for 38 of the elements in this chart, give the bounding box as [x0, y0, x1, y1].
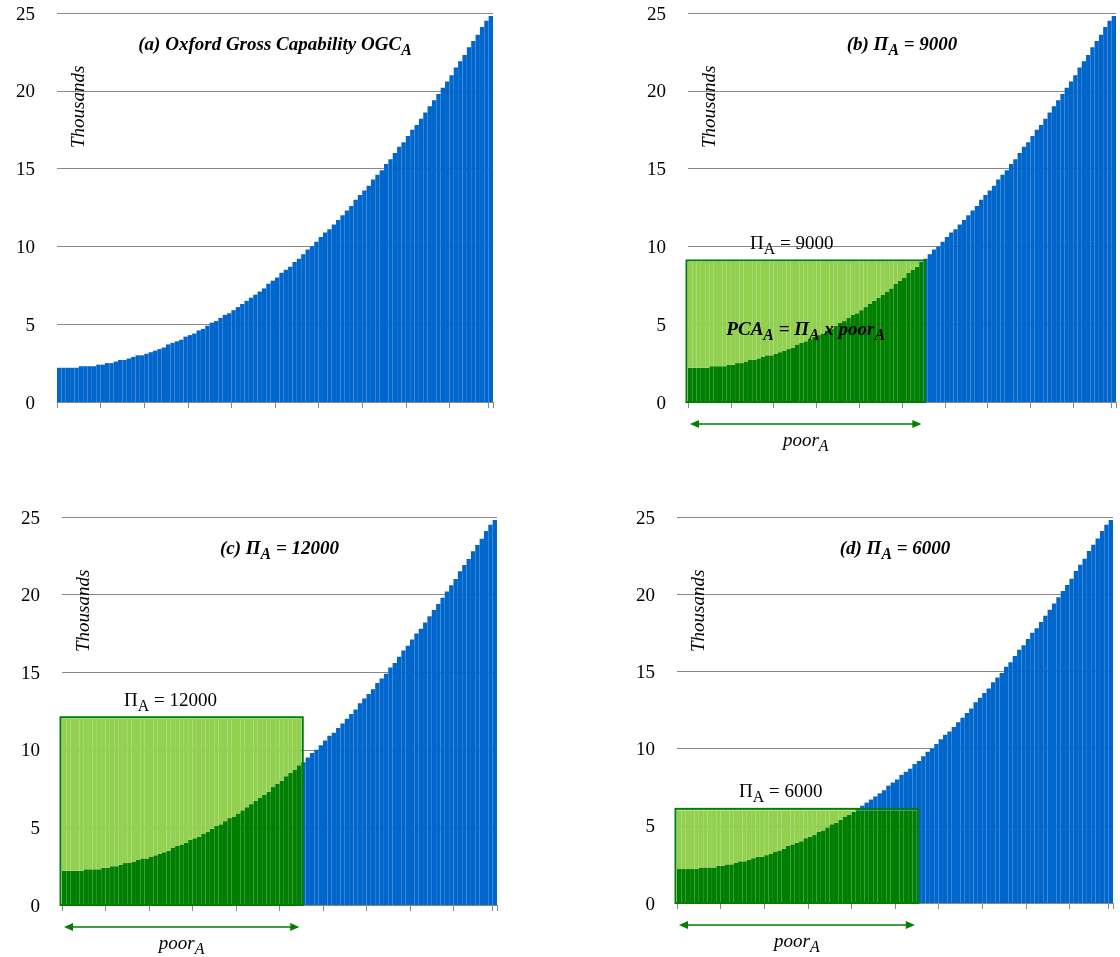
y-tick-label: 10 [636, 738, 655, 760]
y-axis-title: Thousands [67, 65, 89, 148]
y-tick-label: 5 [25, 313, 35, 335]
y-tick-label: 5 [645, 815, 655, 837]
y-tick-label: 25 [16, 2, 35, 24]
y-tick-label: 10 [647, 235, 666, 257]
y-tick-label: 15 [21, 661, 40, 683]
y-axis-title: Thousands [698, 65, 720, 148]
y-tick-label: 25 [636, 506, 655, 528]
text: (d) Π$_{A}$ = 6000 [839, 537, 951, 563]
y-tick-label: 20 [21, 584, 40, 606]
y-tick-label: 15 [16, 158, 35, 180]
text: (c) Π$_{A}$ = 12000 [219, 537, 340, 563]
y-tick-label: 10 [21, 739, 40, 761]
annotation: Π$_{A}$ = 12000 [124, 688, 217, 715]
y-tick-label: 5 [30, 816, 40, 838]
text: (b) Π$_{A}$ = 9000 [846, 33, 958, 59]
annotation: Π$_{A}$ = 6000 [739, 780, 823, 807]
y-tick-label: 15 [647, 158, 666, 180]
y-tick-label: 0 [30, 894, 40, 916]
y-tick-label: 20 [636, 583, 655, 605]
y-axis-title: Thousands [72, 569, 94, 652]
y-tick-label: 0 [645, 892, 655, 914]
annotation: Π$_{A}$ = 9000 [750, 231, 834, 258]
text: poor$_{A}$ [782, 429, 829, 455]
y-axis-title: Thousands [687, 569, 709, 652]
y-tick-label: 5 [656, 313, 666, 335]
y-tick-label: 0 [25, 391, 35, 413]
y-tick-label: 25 [647, 2, 666, 24]
y-tick-label: 20 [16, 80, 35, 102]
y-tick-label: 0 [656, 391, 666, 413]
y-tick-label: 20 [647, 80, 666, 102]
text: (a) Oxford Gross Capability OGC$_{A}$ [138, 33, 412, 59]
text: poor$_{A}$ [774, 930, 820, 956]
y-tick-label: 25 [21, 506, 40, 528]
text: poor$_{A}$ [158, 932, 205, 957]
y-tick-label: 15 [636, 660, 655, 682]
y-tick-label: 10 [16, 235, 35, 257]
